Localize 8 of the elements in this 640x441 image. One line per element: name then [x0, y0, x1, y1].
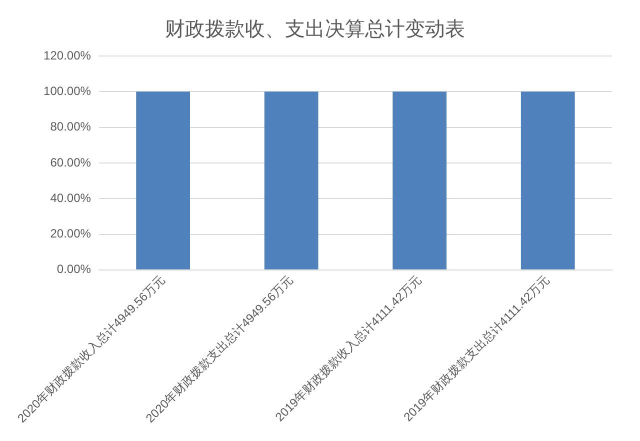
chart-title: 财政拨款收、支出决算总计变动表	[165, 18, 465, 41]
y-tick-label: 100.00%	[44, 84, 92, 98]
y-tick-label: 120.00%	[44, 48, 92, 62]
y-tick-label: 20.00%	[50, 226, 92, 241]
y-tick-label: 40.00%	[50, 190, 92, 205]
y-tick-label: 60.00%	[50, 155, 92, 170]
y-tick-label: 80.00%	[50, 120, 92, 134]
y-tick-label: 0.00%	[56, 262, 92, 276]
